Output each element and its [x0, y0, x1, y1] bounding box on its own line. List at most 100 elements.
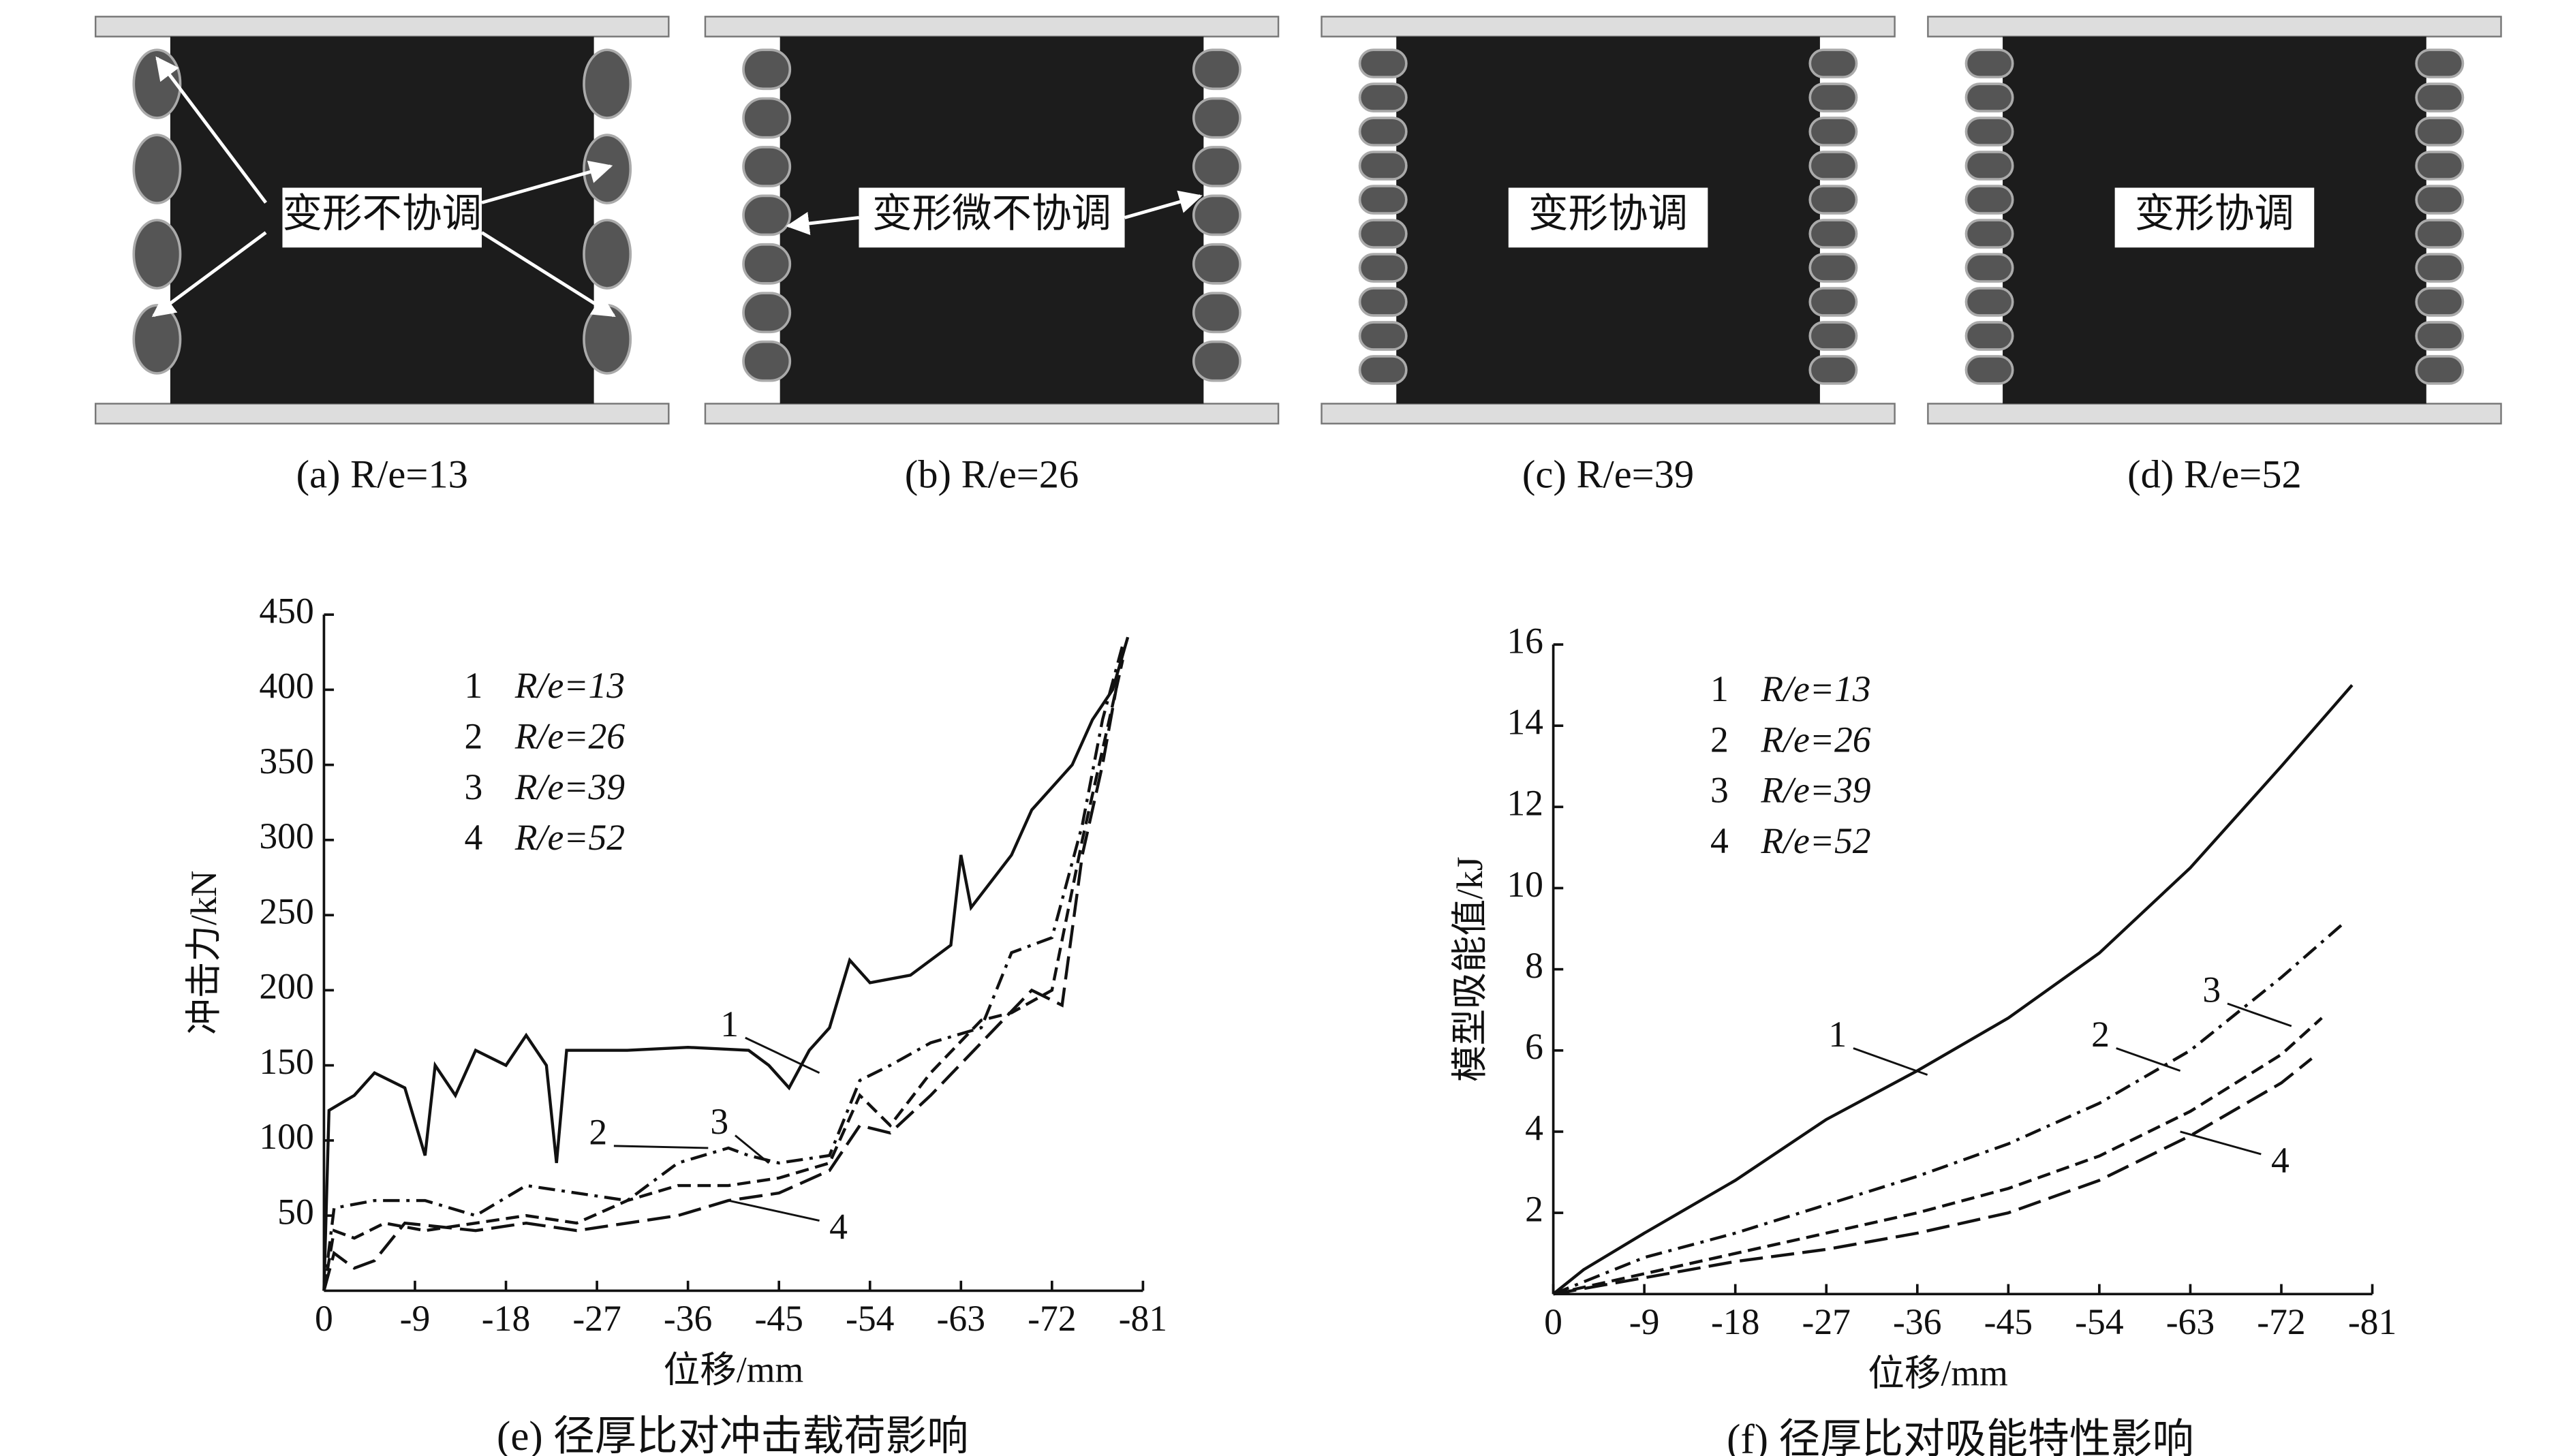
y-tick-label: 14 — [1507, 701, 1543, 742]
annotation: 2 — [589, 1112, 607, 1153]
fold — [1964, 253, 2014, 283]
y-tick-label: 6 — [1525, 1026, 1543, 1067]
x-tick-label: -9 — [1629, 1301, 1660, 1342]
fold — [1358, 82, 1408, 112]
x-tick-label: -63 — [2166, 1301, 2215, 1342]
legend-label: R/e=52 — [1760, 820, 1870, 861]
annotation: 4 — [2271, 1140, 2289, 1181]
legend-label: R/e=39 — [514, 766, 625, 807]
y-tick-label: 100 — [259, 1116, 313, 1157]
annotation: 1 — [720, 1004, 739, 1044]
x-tick-label: -72 — [2257, 1301, 2305, 1342]
bottom-plate — [1321, 403, 1896, 424]
legend-number: 4 — [464, 817, 482, 858]
x-tick-label: -54 — [846, 1298, 894, 1339]
x-tick-label: -36 — [1893, 1301, 1941, 1342]
fold — [1808, 117, 1858, 146]
fold — [1964, 321, 2014, 351]
fold — [2415, 82, 2465, 112]
fold — [742, 243, 792, 285]
x-tick-label: -81 — [2348, 1301, 2396, 1342]
legend-number: 3 — [1710, 770, 1729, 811]
fold — [742, 48, 792, 91]
panel-caption: (c) R/e=39 — [1522, 452, 1694, 497]
fold — [1964, 82, 2014, 112]
label-box — [859, 187, 1125, 248]
fold — [1358, 48, 1408, 78]
x-tick-label: -45 — [1984, 1301, 2033, 1342]
panel: 变形不协调 (a) R/e=13 — [94, 16, 670, 497]
top-plate — [704, 16, 1280, 37]
fold — [1964, 287, 2014, 317]
arrow — [786, 212, 859, 235]
fold — [2415, 151, 2465, 181]
fold — [1964, 185, 2014, 215]
chart-caption: (f) 径厚比对吸能特性影响 — [1727, 1417, 2194, 1456]
legend-number: 1 — [464, 665, 482, 706]
fold — [1192, 292, 1242, 334]
arrow — [480, 231, 616, 317]
panel: 变形微不协调 (b) R/e=26 — [704, 16, 1280, 497]
fold — [1358, 355, 1408, 385]
fold — [1808, 151, 1858, 181]
fold — [1192, 194, 1242, 236]
fold — [1358, 253, 1408, 283]
y-tick-label: 10 — [1507, 864, 1543, 905]
annotation-line — [613, 1145, 709, 1149]
y-tick-label: 250 — [259, 890, 313, 931]
legend-number: 3 — [464, 766, 482, 807]
y-tick-label: 2 — [1525, 1188, 1543, 1229]
bottom-plate — [94, 403, 670, 424]
annotation-line — [745, 1036, 820, 1074]
annotation-line — [2116, 1047, 2181, 1072]
fold — [1808, 185, 1858, 215]
annotation: 3 — [710, 1101, 728, 1142]
fold — [1192, 97, 1242, 139]
y-tick-label: 12 — [1507, 783, 1543, 824]
legend-number: 1 — [1710, 668, 1729, 709]
legend-label: R/e=52 — [514, 817, 625, 858]
fold — [1192, 146, 1242, 187]
label-box — [1508, 187, 1708, 248]
annotation-line — [2180, 1130, 2262, 1156]
fold — [2415, 321, 2465, 351]
fold — [132, 134, 182, 204]
arrow — [151, 231, 267, 317]
fold — [1808, 82, 1858, 112]
fold — [2415, 117, 2465, 146]
x-tick-label: -9 — [400, 1298, 431, 1339]
x-tick-label: -54 — [2075, 1301, 2123, 1342]
fold — [1358, 321, 1408, 351]
y-axis-label: 冲击力/kN — [183, 871, 224, 1035]
y-tick-label: 50 — [277, 1191, 314, 1232]
fold — [2415, 253, 2465, 283]
label-box — [2114, 187, 2315, 248]
series-line — [322, 659, 1124, 1291]
panel-label: 变形不协调 — [282, 191, 482, 236]
x-tick-label: -63 — [937, 1298, 985, 1339]
fold — [1964, 355, 2014, 385]
chart: 50 100 150 200 250 300 350 400 450 0 -9 -18 -27 -36 -4… — [183, 590, 1167, 1456]
fold — [742, 146, 792, 187]
x-tick-label: -18 — [482, 1298, 530, 1339]
fold — [1358, 117, 1408, 146]
fold — [1808, 48, 1858, 78]
y-tick-label: 300 — [259, 816, 313, 856]
x-tick-label: 0 — [315, 1298, 333, 1339]
y-tick-label: 350 — [259, 741, 313, 781]
series-line — [1553, 1057, 2313, 1296]
x-axis-label: 位移/mm — [664, 1350, 804, 1391]
arrow — [155, 56, 268, 204]
panel: 变形协调 (c) R/e=39 — [1321, 16, 1896, 497]
series-line — [322, 651, 1124, 1291]
fold — [742, 340, 792, 382]
panel: 变形协调 (d) R/e=52 — [1927, 16, 2502, 497]
y-tick-label: 4 — [1525, 1107, 1543, 1148]
bottom-plate — [1927, 403, 2502, 424]
y-axis-label: 模型吸能值/kJ — [1449, 856, 1490, 1082]
top-plate — [1927, 16, 2502, 37]
legend-label: R/e=13 — [514, 665, 625, 706]
x-tick-label: -72 — [1028, 1298, 1076, 1339]
